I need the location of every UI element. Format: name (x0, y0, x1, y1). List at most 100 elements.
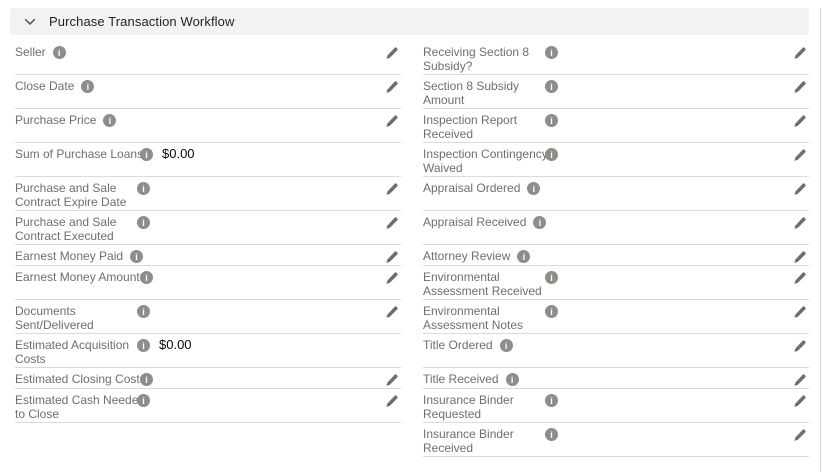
field-cell: Estimated Closing Costs i (15, 368, 401, 389)
field-cell: Environmental Assessment Notes i (423, 300, 809, 334)
edit-pencil-button[interactable] (793, 373, 807, 387)
info-icon[interactable]: i (499, 339, 513, 352)
edit-pencil-button[interactable] (385, 250, 399, 264)
field-label-line: Title Received (423, 372, 499, 386)
pencil-icon (794, 251, 806, 263)
info-icon[interactable]: i (527, 182, 541, 195)
info-icon[interactable]: i (505, 373, 519, 386)
info-icon[interactable]: i (533, 216, 547, 229)
field-label: Close Date (15, 79, 74, 93)
info-icon[interactable]: i (137, 216, 150, 229)
field-label: Section 8 Subsidy Amount (423, 79, 538, 107)
info-icon[interactable]: i (140, 271, 153, 284)
edit-pencil-button[interactable] (793, 80, 807, 94)
field-cell: Estimated Acquisition Costs i $0.00 (15, 334, 401, 368)
edit-pencil-button[interactable] (793, 114, 807, 128)
field-label: Seller (15, 45, 46, 59)
edit-pencil-button[interactable] (793, 216, 807, 230)
edit-pencil-button[interactable] (385, 305, 399, 319)
field-cell: Environmental Assessment Received i (423, 266, 809, 300)
info-icon[interactable]: i (137, 305, 150, 318)
field-cell: Earnest Money Amount i (15, 266, 401, 300)
field-label-line: Title Ordered (423, 338, 493, 352)
field-label: Earnest Money Amount (15, 270, 140, 284)
pencil-icon (794, 217, 806, 229)
field-label-line: Inspection Report (423, 113, 518, 127)
field-label-line: Environmental (423, 304, 500, 318)
field-label-line: Insurance Binder (423, 393, 514, 407)
field-label-line: Appraisal Ordered (423, 181, 521, 195)
pencil-icon (794, 149, 806, 161)
edit-pencil-button[interactable] (793, 46, 807, 60)
info-icon[interactable]: i (545, 114, 558, 127)
info-icon[interactable]: i (545, 271, 558, 284)
field-label-line: Requested (423, 407, 482, 421)
info-icon[interactable]: i (140, 373, 153, 386)
info-icon[interactable]: i (103, 114, 117, 127)
info-icon[interactable]: i (517, 250, 531, 263)
edit-pencil-button[interactable] (385, 373, 399, 387)
section-header-purchase-transaction-workflow[interactable]: Purchase Transaction Workflow (10, 8, 809, 35)
edit-pencil-button[interactable] (385, 394, 399, 408)
field-label-line: Appraisal Received (423, 215, 527, 229)
field-label-line: Close Date (15, 79, 75, 93)
field-label-line: Purchase and Sale (15, 181, 117, 195)
field-label: Sum of Purchase Loans (15, 147, 144, 161)
edit-pencil-button[interactable] (385, 271, 399, 285)
edit-pencil-button[interactable] (793, 428, 807, 442)
field-cell-empty (15, 423, 401, 457)
field-label-line: Estimated Acquisition (15, 338, 130, 352)
info-icon[interactable]: i (137, 394, 150, 407)
info-icon[interactable]: i (137, 339, 150, 352)
field-cell: Purchase Price i (15, 109, 401, 143)
pencil-icon (386, 183, 398, 195)
field-cell: Estimated Cash Needed to Close i (15, 389, 401, 423)
field-label: Documents Sent/Delivered (15, 304, 130, 332)
field-label: Attorney Review (423, 249, 510, 263)
pencil-icon (794, 81, 806, 93)
info-icon[interactable]: i (545, 428, 558, 441)
info-icon[interactable]: i (81, 80, 95, 93)
field-cell: Appraisal Received i (423, 211, 809, 245)
field-cell: Section 8 Subsidy Amount i (423, 75, 809, 109)
pencil-icon (794, 183, 806, 195)
field-label-line: Earnest Money Amount (15, 270, 140, 284)
field-label: Estimated Cash Needed to Close (15, 393, 145, 421)
pencil-icon (794, 374, 806, 386)
info-icon[interactable]: i (130, 250, 144, 263)
edit-pencil-button[interactable] (793, 339, 807, 353)
edit-pencil-button[interactable] (385, 80, 399, 94)
edit-pencil-button[interactable] (793, 250, 807, 264)
edit-pencil-button[interactable] (793, 271, 807, 285)
field-cell: Appraisal Ordered i (423, 177, 809, 211)
field-label: Insurance Binder Requested (423, 393, 538, 421)
field-label-line: Documents (15, 304, 76, 318)
info-icon[interactable]: i (140, 148, 153, 161)
edit-pencil-button[interactable] (385, 114, 399, 128)
edit-pencil-button[interactable] (385, 46, 399, 60)
edit-pencil-button[interactable] (793, 305, 807, 319)
chevron-down-icon[interactable] (23, 15, 37, 29)
info-icon[interactable]: i (545, 148, 558, 161)
field-label-line: Section 8 Subsidy (423, 79, 520, 93)
pencil-icon (386, 115, 398, 127)
edit-pencil-button[interactable] (793, 394, 807, 408)
field-label: Appraisal Received (423, 215, 526, 229)
section-title: Purchase Transaction Workflow (49, 14, 235, 29)
field-cell: Purchase and Sale Contract Executed i (15, 211, 401, 245)
edit-pencil-button[interactable] (793, 148, 807, 162)
info-icon[interactable]: i (545, 305, 558, 318)
field-label-line: Environmental (423, 270, 500, 284)
info-icon[interactable]: i (137, 182, 150, 195)
edit-pencil-button[interactable] (385, 216, 399, 230)
field-label: Environmental Assessment Received (423, 270, 542, 298)
field-label-line: Sum of Purchase Loans (15, 147, 144, 161)
info-icon[interactable]: i (545, 394, 558, 407)
info-icon[interactable]: i (52, 46, 66, 59)
pencil-icon (386, 47, 398, 59)
pencil-icon (794, 272, 806, 284)
edit-pencil-button[interactable] (385, 182, 399, 196)
edit-pencil-button[interactable] (793, 182, 807, 196)
info-icon[interactable]: i (545, 80, 558, 93)
info-icon[interactable]: i (545, 46, 558, 59)
